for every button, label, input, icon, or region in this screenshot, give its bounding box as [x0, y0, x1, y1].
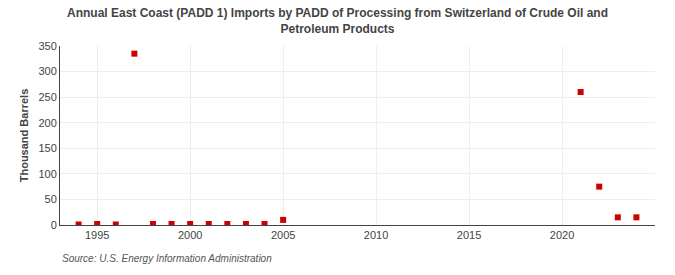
svg-text:300: 300 [38, 65, 56, 77]
svg-text:2000: 2000 [178, 229, 202, 241]
svg-text:Thousand Barrels: Thousand Barrels [18, 89, 30, 183]
svg-text:2010: 2010 [364, 229, 388, 241]
svg-text:250: 250 [38, 91, 56, 103]
svg-text:Annual East Coast (PADD 1) Imp: Annual East Coast (PADD 1) Imports by PA… [67, 6, 608, 36]
svg-text:50: 50 [45, 193, 57, 205]
svg-text:2005: 2005 [271, 229, 295, 241]
svg-text:200: 200 [38, 117, 56, 129]
svg-text:1995: 1995 [85, 229, 109, 241]
svg-text:100: 100 [38, 168, 56, 180]
svg-text:2015: 2015 [457, 229, 481, 241]
svg-text:Source: U.S. Energy Informatio: Source: U.S. Energy Information Administ… [62, 253, 272, 264]
svg-text:2020: 2020 [550, 229, 574, 241]
svg-text:150: 150 [38, 142, 56, 154]
svg-text:350: 350 [38, 40, 56, 52]
svg-text:0: 0 [51, 219, 57, 231]
